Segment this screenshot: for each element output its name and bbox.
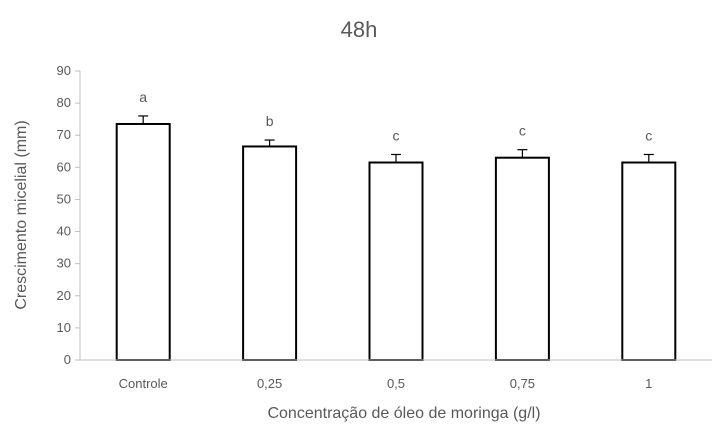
bar-annotation: c <box>645 127 652 143</box>
y-tick-label: 80 <box>57 95 71 110</box>
bar-annotation: a <box>139 89 147 105</box>
bar-annotation: c <box>519 123 526 139</box>
bar <box>115 122 171 361</box>
x-axis-label: Concentração de óleo de moringa (g/l) <box>267 405 540 422</box>
bar <box>368 161 424 361</box>
y-tick-label: 40 <box>57 224 71 239</box>
chart-title: 48h <box>341 17 378 42</box>
y-tick-label: 20 <box>57 288 71 303</box>
bar <box>621 161 677 361</box>
y-tick-label: 10 <box>57 320 71 335</box>
x-tick-label: 0,5 <box>387 376 405 391</box>
y-tick-label: 90 <box>57 63 71 78</box>
y-tick-label: 70 <box>57 127 71 142</box>
bar <box>242 145 298 361</box>
bar-annotation: b <box>266 113 274 129</box>
x-tick-label: 0,25 <box>257 376 282 391</box>
y-axis-label: Crescimento micelial (mm) <box>13 120 30 309</box>
x-tick-label: Controle <box>119 376 168 391</box>
plot-area: 0 10 20 30 40 50 60 70 80 90 a Controle b 0,25 c 0,5 c 0,… <box>57 63 712 391</box>
bar <box>494 156 550 361</box>
x-tick-label: 0,75 <box>510 376 535 391</box>
y-tick-label: 60 <box>57 159 71 174</box>
x-tick-label: 1 <box>645 376 652 391</box>
y-tick-label: 0 <box>64 352 71 367</box>
bar-annotation: c <box>393 127 400 143</box>
y-tick-label: 50 <box>57 191 71 206</box>
y-tick-label: 30 <box>57 256 71 271</box>
